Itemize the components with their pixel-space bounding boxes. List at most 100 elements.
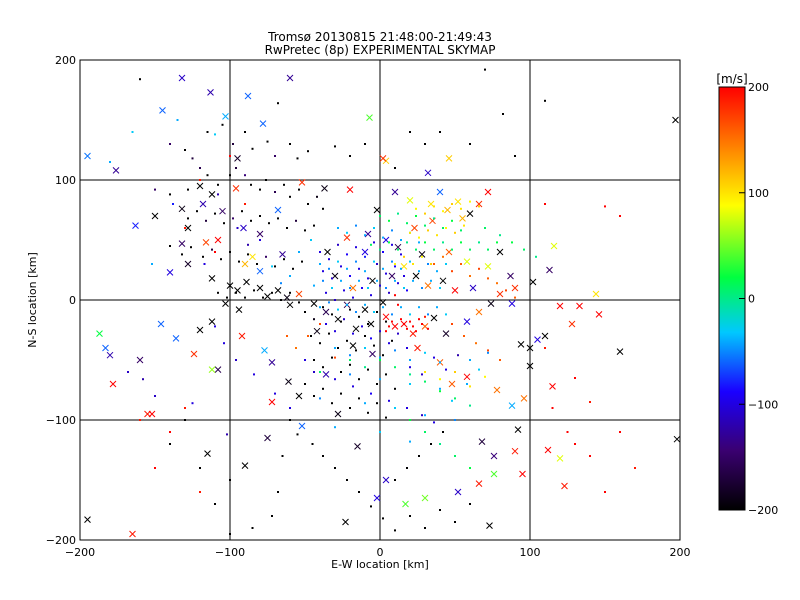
- data-point-dot: [319, 263, 321, 265]
- data-point-dot: [439, 443, 441, 445]
- data-point-dot: [307, 335, 309, 337]
- data-point-cross: [451, 287, 459, 294]
- data-point-cross: [136, 356, 144, 364]
- data-point-dot: [206, 174, 209, 177]
- data-point-dot: [484, 227, 486, 229]
- data-point-cross: [546, 266, 553, 274]
- data-point-dot: [334, 378, 336, 381]
- data-point-dot: [397, 248, 399, 251]
- data-point-dot: [199, 467, 201, 469]
- data-point-dot: [469, 503, 471, 505]
- data-point-dot: [463, 224, 465, 227]
- data-point-cross: [84, 516, 91, 523]
- data-point-dot: [298, 188, 300, 191]
- data-point-cross: [616, 348, 624, 355]
- data-point-dot: [430, 263, 432, 265]
- data-point-dot: [388, 325, 390, 328]
- data-point-dot: [169, 143, 171, 145]
- data-point-dot: [457, 354, 459, 357]
- data-point-cross: [222, 113, 229, 120]
- data-point-dot: [478, 267, 480, 270]
- data-point-dot: [331, 356, 333, 359]
- data-point-cross: [129, 530, 136, 538]
- colorbar-tick-label: −200: [748, 504, 778, 517]
- data-point-dot: [433, 421, 435, 424]
- data-point-cross: [235, 306, 243, 313]
- data-point-dot: [421, 323, 423, 325]
- data-point-cross: [366, 114, 373, 121]
- data-point-dot: [433, 248, 435, 251]
- data-point-cross: [463, 373, 471, 381]
- data-point-dot: [451, 323, 453, 325]
- data-point-dot: [262, 296, 264, 299]
- data-point-cross: [475, 200, 483, 208]
- data-point-dot: [487, 248, 489, 251]
- data-point-dot: [394, 167, 396, 169]
- data-point-dot: [409, 373, 411, 376]
- data-point-dot: [266, 140, 269, 143]
- data-point-dot: [409, 231, 411, 234]
- data-point-dot: [409, 320, 411, 323]
- data-point-dot: [289, 275, 291, 277]
- data-point-dot: [154, 467, 156, 469]
- data-point-dot: [211, 248, 213, 251]
- data-point-dot: [406, 347, 408, 349]
- data-point-dot: [191, 402, 194, 405]
- data-point-dot: [424, 431, 426, 433]
- data-point-dot: [217, 193, 219, 196]
- data-point-dot: [217, 183, 219, 186]
- data-point-dot: [334, 299, 336, 301]
- data-point-dot: [226, 433, 228, 436]
- data-point-dot: [256, 263, 258, 265]
- data-point-dot: [382, 267, 384, 270]
- data-point-dot: [379, 359, 381, 361]
- data-point-dot: [334, 347, 336, 349]
- data-point-dot: [394, 407, 396, 409]
- data-point-cross: [178, 205, 186, 213]
- data-point-cross: [261, 347, 268, 354]
- data-point-dot: [296, 433, 299, 436]
- data-point-dot: [274, 191, 276, 193]
- data-point-dot: [340, 392, 342, 395]
- data-point-dot: [415, 330, 417, 333]
- data-point-dot: [427, 327, 429, 330]
- data-point-dot: [412, 263, 414, 265]
- data-point-dot: [217, 291, 219, 294]
- data-point-cross: [334, 410, 342, 418]
- data-point-dot: [340, 371, 342, 373]
- data-point-dot: [191, 157, 194, 160]
- data-point-dot: [385, 320, 387, 323]
- data-point-dot: [364, 402, 366, 405]
- data-point-dot: [499, 359, 501, 361]
- data-point-cross: [259, 120, 267, 127]
- data-point-cross: [576, 302, 583, 310]
- data-point-dot: [154, 395, 156, 397]
- data-point-dot: [295, 219, 297, 222]
- data-point-cross: [286, 301, 294, 309]
- data-point-dot: [346, 253, 348, 256]
- data-point-cross: [196, 326, 204, 334]
- data-point-dot: [406, 222, 408, 225]
- data-point-dot: [334, 467, 336, 469]
- data-point-dot: [244, 203, 246, 205]
- data-point-cross: [549, 383, 556, 390]
- data-point-cross: [346, 186, 354, 193]
- colorbar-tick-label: 200: [748, 81, 769, 94]
- data-point-dot: [352, 385, 354, 388]
- data-point-dot: [385, 330, 387, 333]
- data-point-dot: [310, 335, 312, 337]
- data-point-dot: [451, 219, 453, 222]
- data-point-dot: [259, 239, 261, 241]
- data-point-dot: [364, 234, 366, 237]
- y-tick-label: 100: [55, 174, 76, 187]
- data-point-dot: [478, 241, 480, 244]
- data-point-dot: [220, 258, 222, 261]
- data-point-dot: [418, 455, 420, 457]
- data-point-dot: [409, 366, 411, 369]
- data-point-dot: [184, 149, 186, 151]
- data-point-dot: [451, 270, 453, 273]
- data-point-dot: [430, 279, 432, 282]
- data-point-dot: [604, 491, 606, 493]
- data-point-dot: [475, 342, 477, 345]
